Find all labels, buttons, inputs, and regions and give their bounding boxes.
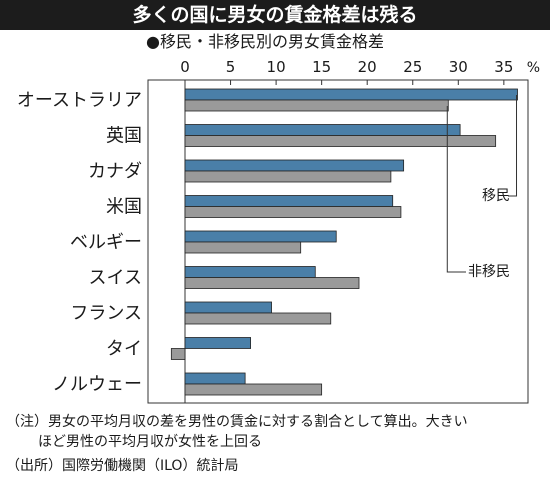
bar-immigrant	[184, 124, 461, 136]
plot-frame	[147, 79, 529, 404]
category-label: ベルギー	[70, 232, 142, 253]
bar-non-immigrant	[184, 99, 449, 112]
category-label: カナダ	[88, 161, 142, 182]
series-leader-line-non-immigrant	[446, 106, 466, 273]
bar-non-immigrant	[184, 135, 497, 147]
source-note: （出所）国際労働機関（ILO）統計局	[6, 458, 239, 474]
x-tick-label: 0	[180, 58, 190, 76]
series-leader-line-immigrant	[508, 95, 518, 197]
x-axis-unit: %	[527, 60, 540, 76]
category-label: ノルウェー	[52, 374, 142, 395]
category-label: オーストラリア	[17, 90, 142, 111]
bar-non-immigrant	[184, 312, 332, 325]
series-label-non-immigrant: 非移民	[468, 264, 510, 280]
bar-immigrant	[184, 301, 272, 314]
x-tick-label: 35	[494, 58, 513, 76]
footnote-line-1: （注）男女の平均月収の差を男性の賃金に対する割合として算出。大きい	[6, 414, 468, 430]
bar-non-immigrant	[184, 206, 402, 218]
bar-immigrant	[184, 372, 246, 385]
bar-non-immigrant	[184, 170, 392, 183]
category-label: フランス	[70, 303, 142, 324]
category-label: 英国	[106, 126, 142, 147]
chart-title: 多くの国に男女の賃金格差は残る	[0, 0, 550, 30]
x-tick-label: 10	[267, 58, 286, 76]
bar-immigrant	[184, 230, 337, 243]
category-label: タイ	[106, 339, 142, 360]
bar-non-immigrant	[184, 241, 302, 254]
bar-immigrant	[184, 195, 394, 207]
chart-subtitle: ●移民・非移民別の男女賃金格差	[146, 32, 384, 51]
x-tick-label: 15	[312, 58, 331, 76]
category-label: スイス	[89, 268, 142, 289]
bar-immigrant	[184, 159, 405, 172]
bar-non-immigrant	[184, 277, 360, 289]
category-label: 米国	[106, 197, 142, 218]
bar-immigrant	[184, 266, 316, 278]
series-label-immigrant: 移民	[482, 188, 510, 204]
bar-immigrant	[184, 337, 251, 349]
x-tick-label: 25	[403, 58, 422, 76]
footnote-line-2: ほど男性の平均月収が女性を上回る	[38, 434, 262, 450]
bar-immigrant	[184, 88, 518, 101]
bar-non-immigrant	[170, 348, 186, 360]
bar-non-immigrant	[184, 383, 323, 396]
x-tick-label: 20	[358, 58, 377, 76]
x-tick-label: 5	[226, 58, 236, 76]
x-tick-label: 30	[449, 58, 468, 76]
